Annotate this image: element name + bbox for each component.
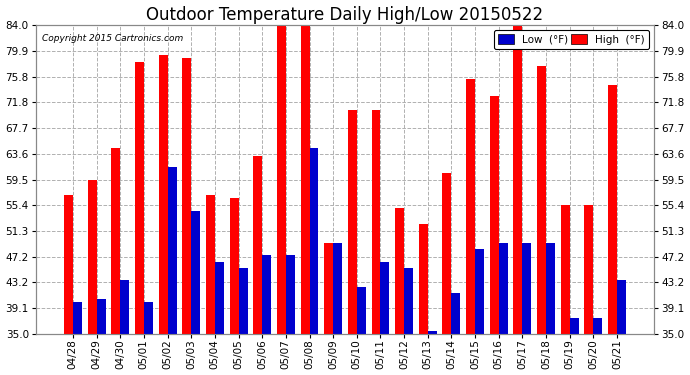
Bar	[593, 318, 602, 334]
Bar	[262, 255, 271, 334]
Bar	[451, 293, 460, 334]
Bar	[135, 62, 144, 334]
Bar	[546, 243, 555, 334]
Bar	[419, 224, 428, 334]
Bar	[215, 261, 224, 334]
Bar	[206, 195, 215, 334]
Bar	[404, 268, 413, 334]
Bar	[513, 25, 522, 334]
Bar	[230, 198, 239, 334]
Bar	[144, 303, 153, 334]
Bar	[561, 205, 570, 334]
Bar	[301, 25, 310, 334]
Bar	[277, 22, 286, 334]
Bar	[239, 268, 248, 334]
Bar	[348, 110, 357, 334]
Bar	[570, 318, 579, 334]
Bar	[490, 96, 499, 334]
Bar	[324, 243, 333, 334]
Bar	[191, 211, 200, 334]
Bar	[617, 280, 626, 334]
Bar	[168, 167, 177, 334]
Bar	[522, 243, 531, 334]
Bar	[310, 148, 319, 334]
Bar	[253, 156, 262, 334]
Bar	[333, 243, 342, 334]
Bar	[475, 249, 484, 334]
Bar	[357, 287, 366, 334]
Bar	[466, 79, 475, 334]
Bar	[73, 303, 82, 334]
Bar	[182, 58, 191, 334]
Bar	[371, 110, 380, 334]
Bar	[120, 280, 129, 334]
Bar	[608, 85, 617, 334]
Bar	[428, 331, 437, 334]
Bar	[537, 66, 546, 334]
Bar	[97, 299, 106, 334]
Bar	[499, 243, 508, 334]
Bar	[159, 56, 168, 334]
Bar	[584, 205, 593, 334]
Bar	[88, 180, 97, 334]
Legend: Low  (°F), High  (°F): Low (°F), High (°F)	[494, 30, 649, 49]
Bar	[395, 208, 404, 334]
Bar	[380, 261, 389, 334]
Bar	[286, 255, 295, 334]
Text: Copyright 2015 Cartronics.com: Copyright 2015 Cartronics.com	[42, 34, 183, 44]
Bar	[442, 173, 451, 334]
Bar	[64, 195, 73, 334]
Title: Outdoor Temperature Daily High/Low 20150522: Outdoor Temperature Daily High/Low 20150…	[146, 6, 544, 24]
Bar	[111, 148, 120, 334]
